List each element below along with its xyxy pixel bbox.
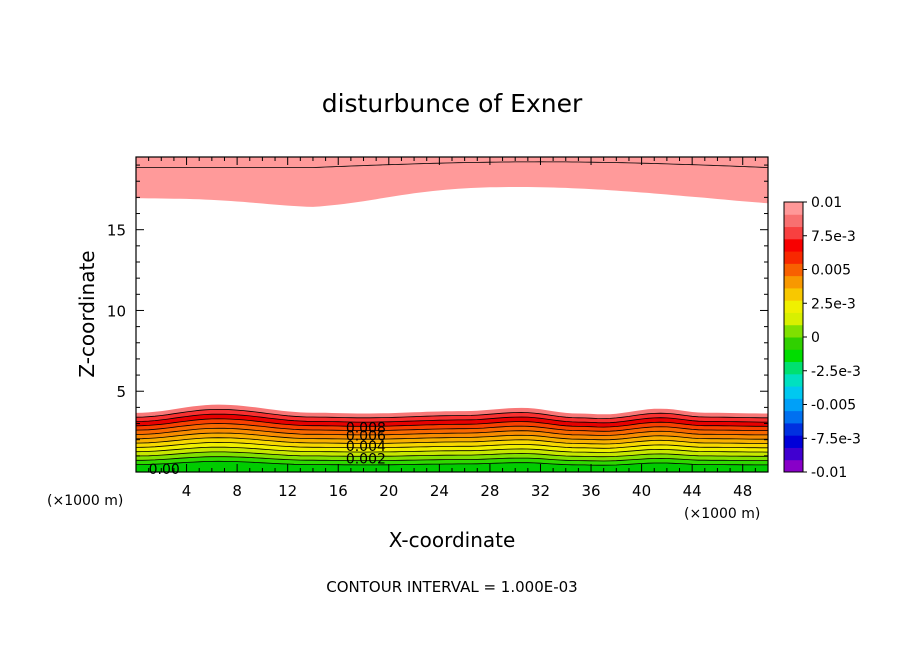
colorbar-label: -0.005 <box>811 398 856 414</box>
colorbar-label: -2.5e-3 <box>811 364 861 380</box>
colorbar-segment <box>784 361 803 375</box>
colorbar-segment <box>784 447 803 461</box>
colorbar-label: 0 <box>811 330 820 346</box>
colorbar-segment <box>784 251 803 264</box>
colorbar-label: -0.01 <box>811 465 847 481</box>
colorbar-segment <box>784 287 803 301</box>
contour-label-1: 0.006 <box>346 429 386 445</box>
bottom-contour-line-6 <box>136 432 768 441</box>
bottom-contour-line-12 <box>136 460 768 466</box>
x-tick-label: 24 <box>430 482 449 500</box>
colorbar-segment <box>784 238 803 252</box>
colorbar-segment <box>784 337 803 350</box>
x-tick-label: 8 <box>232 482 242 500</box>
colorbar-segment <box>784 312 803 326</box>
colorbar-segment <box>784 435 803 448</box>
colorbar-segment <box>784 300 803 313</box>
chart-title: disturbunce of Exner <box>322 89 583 118</box>
bottom-contour-line-7 <box>136 437 768 445</box>
contour-interval-note: CONTOUR INTERVAL = 1.000E-03 <box>326 578 577 596</box>
colorbar-segment <box>784 324 803 338</box>
bottom-contour-line-3 <box>136 418 768 428</box>
contour-label-2: 0.004 <box>346 439 386 455</box>
x-tick-label: 44 <box>683 482 702 500</box>
bottom-contour-line-8 <box>136 441 768 449</box>
colorbar-segment <box>784 386 803 399</box>
bottom-contour-line-9 <box>136 446 768 453</box>
colorbar-segment <box>784 398 803 412</box>
colorbar-label: -7.5e-3 <box>811 431 861 447</box>
contour-label-4: 0.00 <box>149 462 180 478</box>
colorbar-segment <box>784 202 803 215</box>
bottom-contour-line-2 <box>136 413 768 424</box>
bottom-contour-line-5 <box>136 427 768 436</box>
colorbar-label: 0.01 <box>811 195 842 211</box>
x-tick-label: 36 <box>581 482 600 500</box>
bottom-contour-line-4 <box>136 423 768 432</box>
x-unit-left: (×1000 m) <box>47 493 123 509</box>
x-tick-label: 16 <box>329 482 348 500</box>
y-tick-label: 5 <box>116 383 126 401</box>
bottom-band-12 <box>136 461 768 472</box>
x-unit-right: (×1000 m) <box>684 506 760 522</box>
colorbar: 0.01 7.5e-3 0.005 2.5e-3 0 -2.5e-3 -0.005 -7.5e… <box>783 195 861 481</box>
colorbar-segment <box>784 226 803 240</box>
colorbar-label: 2.5e-3 <box>811 296 856 312</box>
top-band-2 <box>136 157 768 207</box>
y-tick-label: 10 <box>107 302 126 320</box>
x-tick-label: 12 <box>278 482 297 500</box>
x-tick-label: 40 <box>632 482 651 500</box>
contour-label-0: 0.008 <box>346 421 386 437</box>
colorbar-label: 0.005 <box>811 263 851 279</box>
x-tick-label: 28 <box>480 482 499 500</box>
contour-label-3: 0.002 <box>346 451 386 467</box>
colorbar-segment <box>784 275 803 289</box>
colorbar-segment <box>784 422 803 436</box>
colorbar-label: 7.5e-3 <box>811 229 856 245</box>
x-axis-label: X-coordinate <box>389 528 516 552</box>
top-contour-line <box>136 161 768 168</box>
x-tick-label: 48 <box>733 482 752 500</box>
colorbar-segment <box>784 214 803 228</box>
x-tick-label: 4 <box>182 482 192 500</box>
y-tick-label: 15 <box>107 222 126 240</box>
colorbar-segment <box>784 410 803 424</box>
x-tick-label: 32 <box>531 482 550 500</box>
colorbar-segment <box>784 373 803 387</box>
bottom-contour-line-10 <box>136 451 768 458</box>
bottom-contour-line-11 <box>136 456 768 462</box>
colorbar-segment <box>784 263 803 277</box>
colorbar-segment <box>784 349 803 363</box>
x-tick-label: 20 <box>379 482 398 500</box>
bottom-contour-line-1 <box>136 409 768 420</box>
y-axis-label: Z-coordinate <box>75 250 99 377</box>
colorbar-segment <box>784 459 803 473</box>
